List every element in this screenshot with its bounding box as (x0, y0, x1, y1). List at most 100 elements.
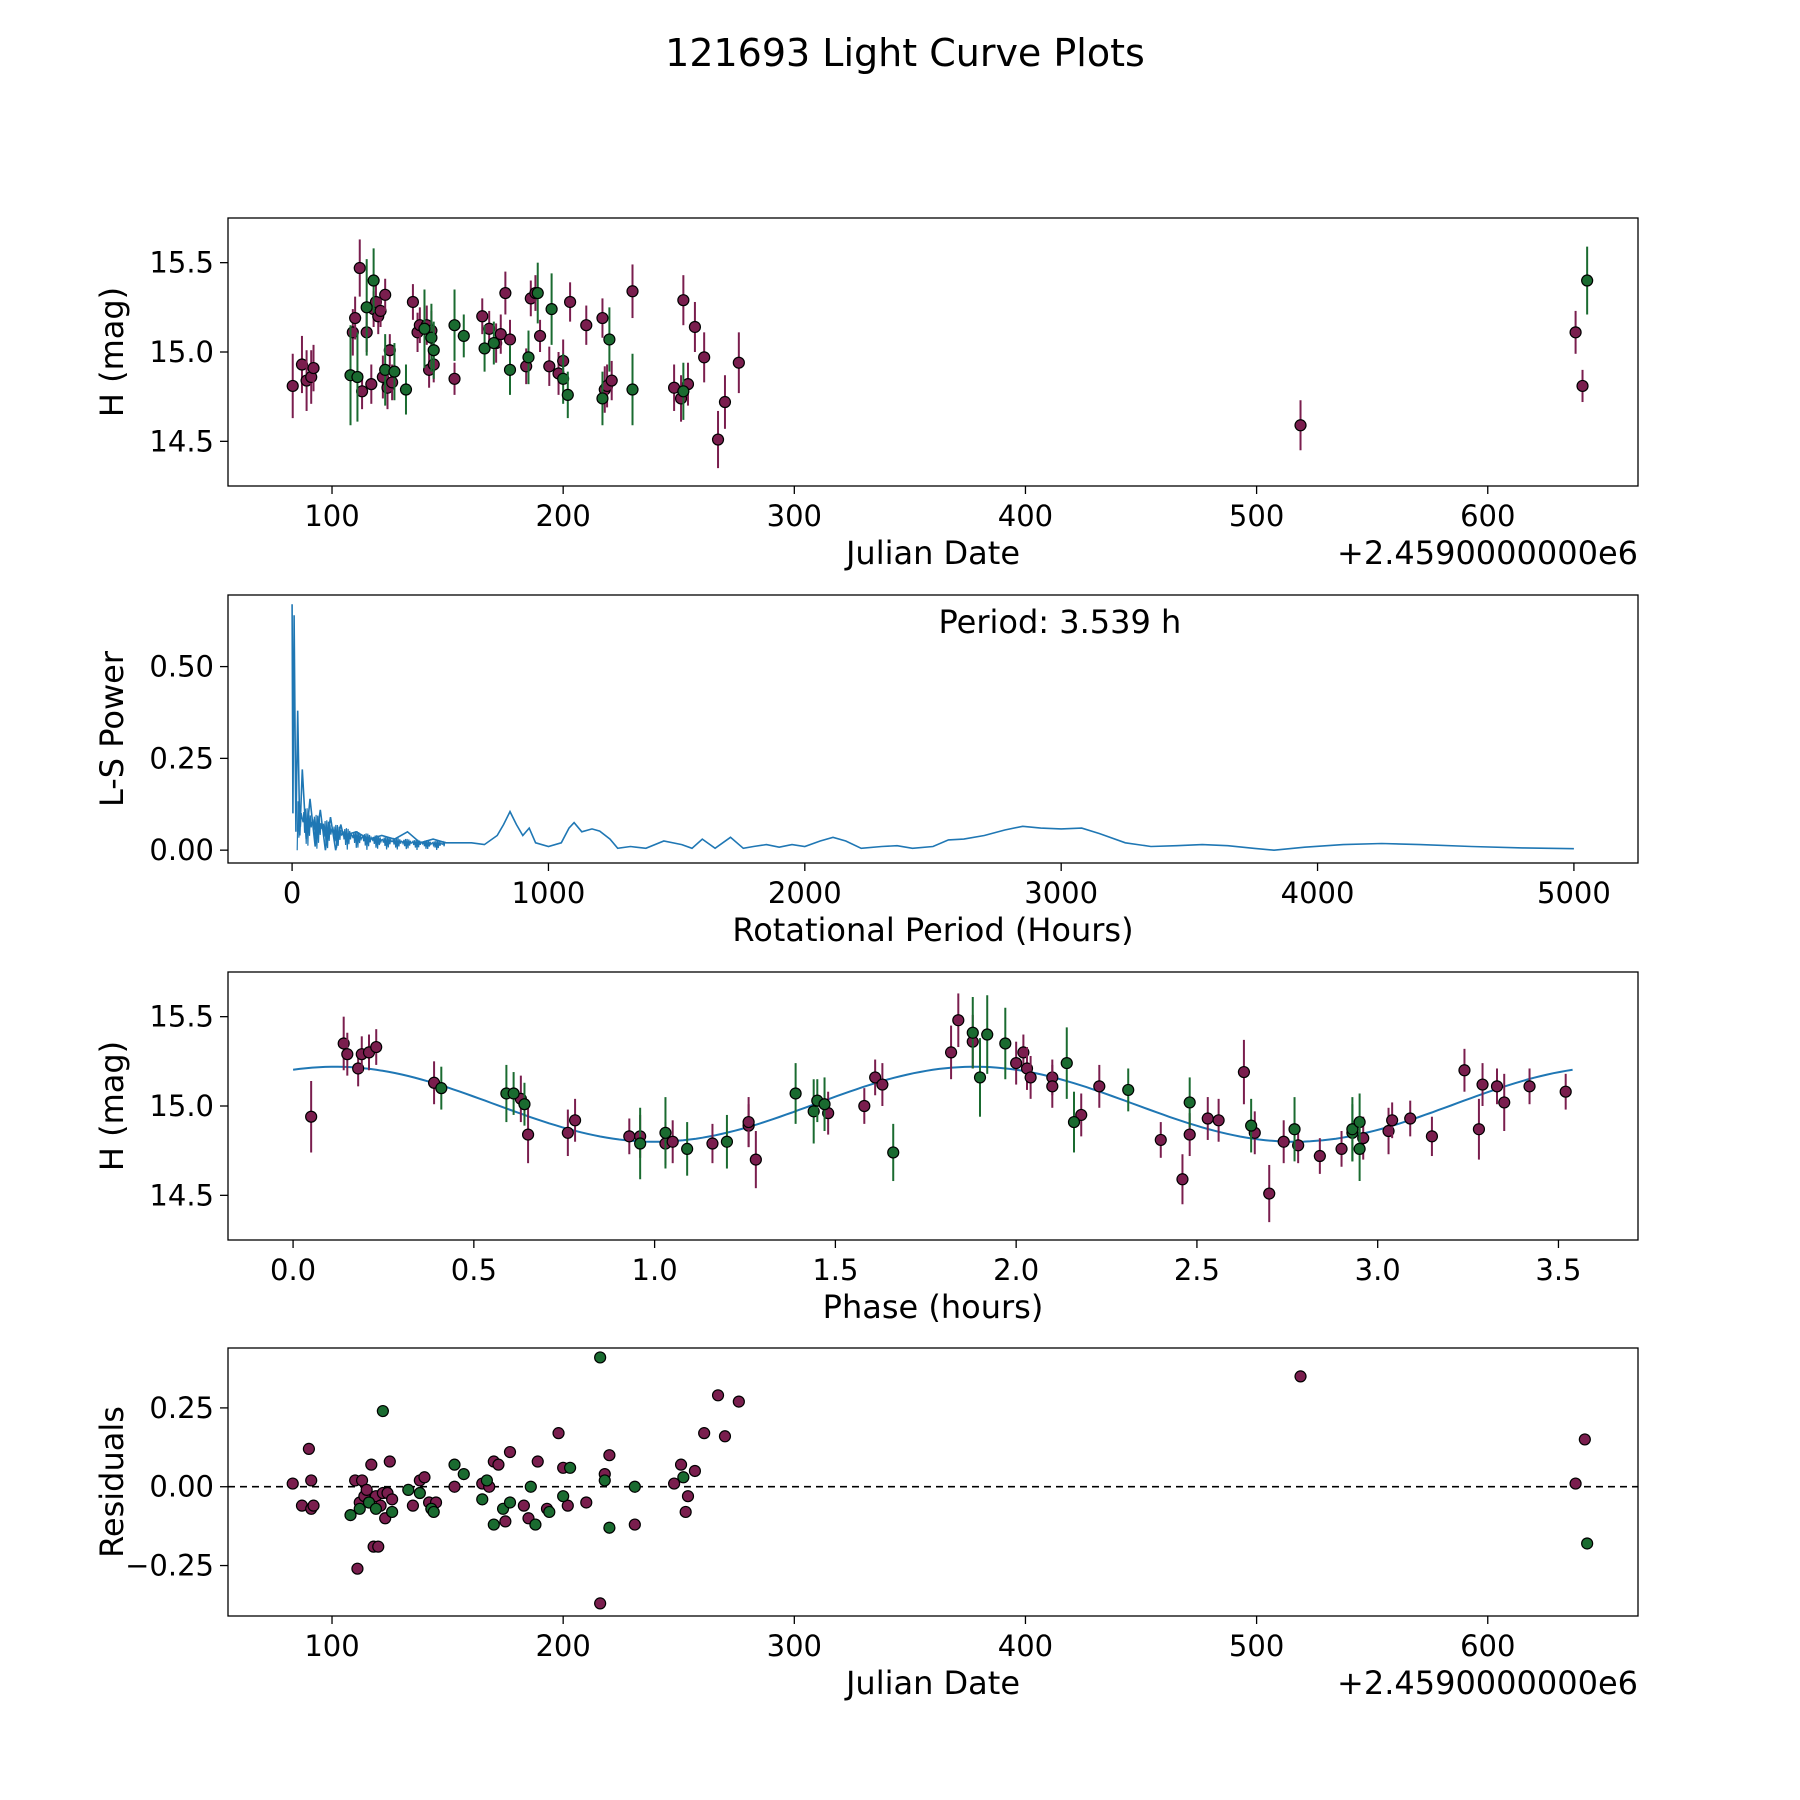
data-point (1294, 1370, 1307, 1383)
data-point (628, 1480, 641, 1493)
x-tick-label: 3.0 (1355, 1253, 1401, 1287)
data-point (418, 322, 431, 335)
data-point (425, 331, 438, 344)
data-point (1335, 1142, 1348, 1155)
data-point (596, 311, 609, 325)
y-tick-label: 15.0 (149, 335, 214, 369)
data-point (457, 1468, 470, 1481)
data-point (720, 1135, 734, 1148)
data-point (427, 1505, 440, 1519)
data-point (623, 1130, 636, 1143)
data-point (706, 1137, 719, 1150)
data-point (351, 1562, 364, 1575)
data-point (365, 1458, 378, 1471)
x-offset-text: +2.4590000000e6 (1337, 1664, 1638, 1702)
data-point (1122, 1083, 1135, 1097)
data-point (1245, 1119, 1258, 1132)
data-point (681, 1142, 694, 1155)
y-tick-label: 0.00 (149, 833, 214, 867)
data-point (518, 1098, 531, 1111)
data-point (666, 1135, 679, 1148)
data-point (711, 433, 725, 446)
x-tick-label: 2.0 (993, 1253, 1039, 1287)
data-point (1346, 1123, 1359, 1136)
axes-frame (227, 1347, 1639, 1617)
data-point (681, 1490, 695, 1503)
data-point (365, 378, 378, 391)
data-point (370, 1040, 383, 1054)
axes-frame (227, 971, 1639, 1241)
data-point (307, 361, 320, 375)
data-point (677, 385, 690, 398)
plot-area (286, 239, 1594, 469)
data-point (533, 329, 547, 343)
data-point (543, 1505, 556, 1519)
data-point (698, 1427, 711, 1440)
data-point (476, 310, 489, 323)
data-point (1569, 326, 1582, 339)
x-offset-text: +2.4590000000e6 (1337, 534, 1638, 572)
data-point (561, 388, 574, 401)
data-point (563, 1461, 577, 1474)
y-tick-label: 0.00 (149, 1470, 214, 1504)
data-point (372, 1540, 385, 1553)
data-point (732, 1395, 745, 1408)
data-point (286, 379, 299, 393)
data-point (1263, 1187, 1276, 1200)
data-point (376, 1404, 389, 1418)
data-point (1212, 1114, 1225, 1127)
data-point (603, 1449, 616, 1462)
x-tick-label: 100 (304, 1629, 359, 1663)
x-tick-label: 1.0 (632, 1253, 678, 1287)
data-point (688, 1464, 702, 1478)
data-point (503, 333, 517, 346)
data-point (402, 1483, 415, 1496)
x-tick-label: 200 (535, 1629, 590, 1663)
data-point (742, 1115, 755, 1129)
data-point (529, 1518, 542, 1531)
data-point (521, 1128, 535, 1141)
data-point (448, 1480, 461, 1493)
data-point (887, 1146, 900, 1159)
data-point (1183, 1128, 1196, 1141)
data-point (698, 351, 711, 364)
data-point (507, 1087, 520, 1100)
x-tick-label: 1.5 (812, 1253, 858, 1287)
data-point (457, 329, 470, 343)
data-point (386, 1493, 399, 1506)
data-point (341, 1048, 354, 1061)
data-point (1154, 1133, 1167, 1147)
data-point (1237, 1065, 1251, 1079)
plot-area (228, 1351, 1638, 1610)
data-point (1581, 1537, 1594, 1550)
data-point (1576, 379, 1589, 393)
data-point (1183, 1096, 1196, 1109)
data-point (944, 1046, 958, 1059)
data-point (349, 311, 362, 325)
data-point (503, 363, 517, 376)
data-point (1093, 1080, 1106, 1093)
data-point (499, 286, 512, 300)
data-point (1288, 1123, 1301, 1136)
x-tick-label: 2000 (768, 876, 842, 910)
data-point (749, 1153, 762, 1166)
data-point (1313, 1149, 1326, 1163)
data-point (603, 333, 616, 346)
period-annotation: Period: 3.539 h (939, 603, 1182, 641)
axes-frame (227, 217, 1639, 487)
data-point (302, 1442, 316, 1455)
periodogram-noise (296, 801, 446, 851)
data-point (981, 1028, 994, 1041)
data-point (1458, 1064, 1471, 1077)
x-tick-label: 200 (535, 499, 590, 533)
x-tick-label: 3.5 (1535, 1253, 1581, 1287)
data-point (1472, 1123, 1486, 1136)
data-point (596, 392, 609, 405)
data-point (406, 1499, 420, 1512)
data-point (369, 1502, 383, 1515)
data-point (406, 295, 420, 309)
data-point (1060, 1057, 1073, 1070)
data-point (1559, 1085, 1572, 1098)
x-tick-label: 500 (1229, 1629, 1284, 1663)
data-point (360, 301, 373, 314)
